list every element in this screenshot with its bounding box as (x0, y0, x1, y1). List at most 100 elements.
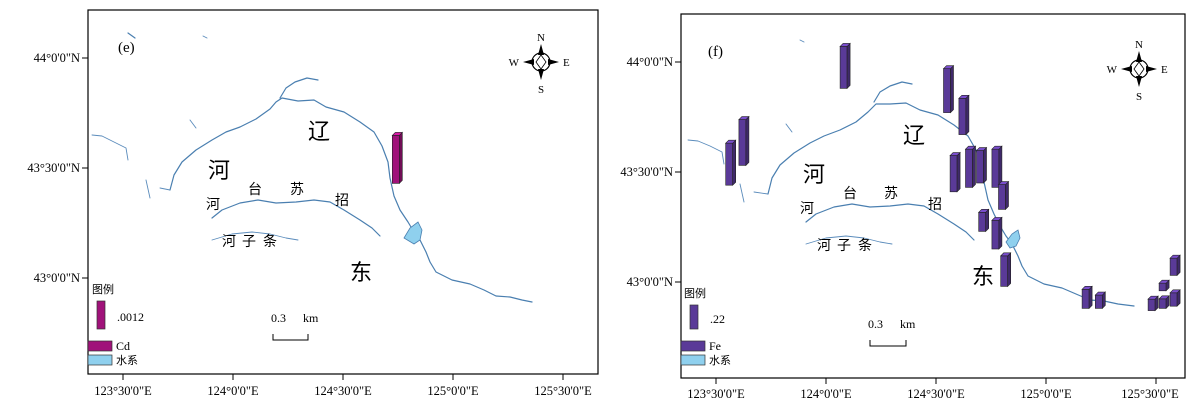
map-frame (87, 9, 599, 375)
concentration-bar (949, 151, 961, 193)
concentration-bar (738, 115, 750, 167)
zhaosutai-river (211, 199, 381, 237)
latitude-axis: 44°0'0"N 43°30'0"N 43°0'0"N (620, 55, 681, 289)
concentration-bar (1081, 285, 1093, 310)
svg-text:N: N (537, 32, 545, 44)
legend-element-swatch (680, 340, 706, 352)
lon-label: 125°30'0"E (534, 384, 592, 398)
svg-text:km: km (900, 317, 916, 331)
concentration-bar (964, 145, 977, 189)
place-name: 河 (803, 163, 825, 188)
concentration-bar (1169, 289, 1181, 307)
north-tributary (873, 81, 913, 103)
svg-text:S: S (538, 84, 544, 96)
lon-label: 123°30'0"E (687, 387, 745, 401)
zhaosutai-river (805, 203, 975, 241)
legend-water-swatch (680, 354, 706, 366)
svg-text:0.3: 0.3 (868, 317, 883, 331)
place-name: 招 (928, 197, 942, 213)
longitude-axis: 123°30'0"E 124°0'0"E 124°30'0"E 125°0'0"… (687, 378, 1179, 401)
concentration-bar (1169, 254, 1181, 277)
place-name: 辽 (903, 124, 925, 149)
reservoir-lake (403, 221, 423, 245)
lat-label: 43°0'0"N (34, 271, 80, 285)
legend-element-label: Fe (709, 339, 721, 353)
concentration-bar (999, 252, 1012, 288)
svg-text:km: km (303, 311, 319, 325)
concentration-bar (991, 216, 1003, 250)
place-name: 河 (206, 197, 220, 213)
concentration-bar (991, 145, 1003, 189)
concentration-bar (975, 146, 988, 184)
legend-element-swatch (87, 340, 113, 352)
west-tributary (687, 139, 769, 203)
svg-text:E: E (563, 57, 570, 69)
concentration-bar (942, 64, 955, 114)
place-name: 招 (335, 193, 349, 209)
tiaozi-river (805, 235, 893, 245)
place-name: 东 (972, 265, 994, 290)
place-name: 条 (858, 237, 872, 254)
place-name: 辽 (308, 120, 330, 145)
svg-text:W: W (509, 57, 520, 69)
place-name: 子 (837, 238, 851, 254)
longitude-axis: 123°30'0"E 124°0'0"E 124°30'0"E 125°0'0"… (94, 374, 592, 398)
svg-text:0.3: 0.3 (271, 311, 286, 325)
place-name: 苏 (290, 182, 304, 198)
scale-bar: 0.3 km (868, 317, 916, 347)
legend-title: 图例 (92, 282, 114, 296)
place-name: 台 (248, 182, 262, 198)
concentration-bar (724, 139, 737, 186)
lat-label: 43°30'0"N (27, 161, 80, 175)
legend-scale-value: .22 (710, 312, 725, 326)
concentration-bar (1158, 295, 1170, 310)
concentration-bar (1094, 291, 1107, 310)
river-network (91, 32, 533, 303)
lon-label: 124°30'0"E (314, 384, 372, 398)
legend-water-swatch (87, 354, 113, 366)
compass-rose-icon: N S E W (1107, 39, 1168, 103)
place-name: 条 (263, 233, 277, 250)
panel-label: (e) (118, 40, 135, 56)
svg-text:S: S (1136, 91, 1142, 103)
lon-label: 124°30'0"E (907, 387, 965, 401)
tiaozi-river (211, 231, 299, 241)
map-frame (680, 13, 1186, 379)
north-tributary (279, 77, 319, 99)
concentration-bar (1158, 279, 1170, 292)
lat-label: 43°0'0"N (627, 275, 673, 289)
legend-scale-value: .0012 (117, 310, 144, 324)
lat-label: 43°30'0"N (620, 165, 673, 179)
west-tributary (91, 134, 171, 199)
legend-water-label: 水系 (709, 354, 731, 367)
legend-bar-symbol (689, 304, 699, 330)
svg-text:W: W (1107, 64, 1118, 76)
lon-label: 125°0'0"E (1020, 387, 1072, 401)
map-panel-f: 44°0'0"N 43°30'0"N 43°0'0"N 123°30'0"E 1… (620, 13, 1186, 401)
legend: 图例 .0012 Cd 水系 (87, 282, 144, 367)
lon-label: 125°30'0"E (1121, 387, 1179, 401)
legend: 图例 .22 Fe 水系 (680, 286, 731, 367)
concentration-bar (391, 131, 404, 185)
concentration-bar (958, 94, 970, 136)
lon-label: 124°0'0"E (800, 387, 852, 401)
place-name: 河 (208, 159, 230, 184)
place-name: 东 (350, 261, 372, 286)
place-name: 苏 (884, 186, 898, 202)
lon-label: 125°0'0"E (427, 384, 479, 398)
place-name: 河 (800, 201, 814, 217)
east-liao-river (127, 32, 533, 303)
lon-label: 123°30'0"E (94, 384, 152, 398)
concentration-bars-fe (724, 42, 1181, 312)
legend-element-label: Cd (116, 339, 130, 353)
place-name: 河 (222, 234, 236, 250)
place-names: 辽 河 东 招 苏 台 河 条 子 河 (800, 124, 994, 290)
place-names: 辽 河 东 招 苏 台 河 条 子 河 (206, 120, 372, 286)
lat-label: 44°0'0"N (627, 55, 673, 69)
latitude-axis: 44°0'0"N 43°30'0"N 43°0'0"N (27, 51, 88, 285)
concentration-bar (977, 208, 990, 233)
concentration-bar (1147, 295, 1159, 312)
scale-bar: 0.3 km (271, 311, 319, 341)
lat-label: 44°0'0"N (34, 51, 80, 65)
